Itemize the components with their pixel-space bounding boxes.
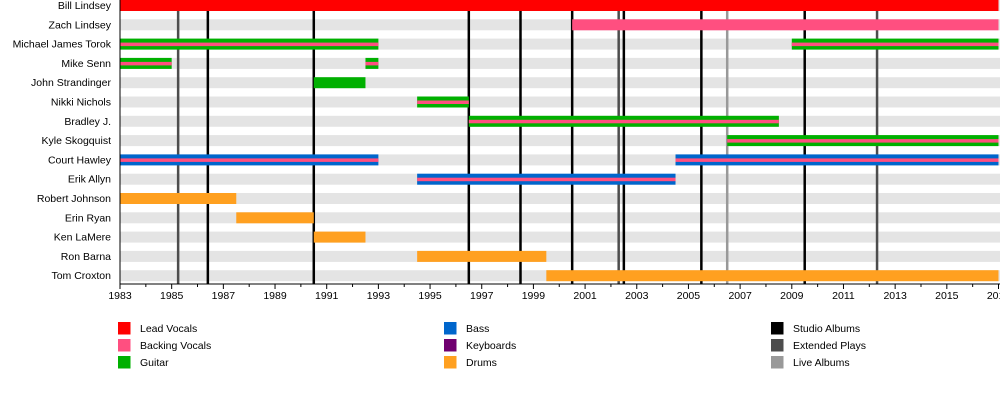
member-name: Erin Ryan: [65, 212, 111, 224]
x-tick-label: 1983: [108, 290, 132, 302]
legend-swatch-lead_vocals: [118, 322, 131, 335]
legend-label: Studio Albums: [793, 323, 860, 335]
x-tick-label: 1989: [263, 290, 287, 302]
member-bar-backing_vocals: [468, 119, 779, 124]
member-bar-backing_vocals: [675, 158, 999, 162]
member-bar-backing_vocals: [727, 139, 999, 143]
member-name: Tom Croxton: [51, 270, 111, 282]
member-bar-backing_vocals: [417, 177, 676, 182]
legend-swatch-bass: [444, 322, 457, 335]
member-name: Erik Allyn: [68, 174, 111, 186]
member-bar-guitar: [313, 77, 366, 89]
member-name: John Strandinger: [31, 77, 111, 89]
row-band: [120, 193, 1000, 204]
x-tick-label: 1985: [160, 290, 184, 302]
x-tick-label: 2003: [625, 290, 649, 302]
row-band: [120, 250, 1000, 262]
member-bar-drums: [120, 193, 237, 204]
row-band: [120, 77, 1000, 89]
legend-label: Keyboards: [466, 340, 516, 352]
member-bar-backing_vocals: [120, 61, 172, 66]
x-tick-label: 1995: [418, 290, 442, 302]
legend-label: Guitar: [140, 357, 169, 369]
x-tick-label: 1997: [470, 290, 494, 302]
legend-swatch-backing_vocals: [118, 339, 131, 352]
legend-swatch-guitar: [118, 356, 131, 369]
member-name: Robert Johnson: [37, 193, 111, 205]
x-tick-label: 1987: [212, 290, 236, 302]
member-name: Mike Senn: [61, 58, 111, 70]
legend-label: Live Albums: [793, 357, 850, 369]
member-bar-backing_vocals: [417, 100, 469, 104]
member-bar-backing_vocals: [120, 42, 379, 47]
row-band: [120, 57, 1000, 69]
legend-label: Backing Vocals: [140, 340, 211, 352]
row-band: [120, 19, 1000, 31]
member-bar-backing_vocals: [572, 19, 999, 31]
row-band: [120, 154, 1000, 166]
legend-label: Lead Vocals: [140, 323, 197, 335]
legend-label: Extended Plays: [793, 340, 866, 352]
member-name: Kyle Skogquist: [42, 135, 112, 147]
member-name: Court Hawley: [48, 154, 112, 166]
row-band: [120, 38, 1000, 50]
member-bar-backing_vocals: [120, 158, 379, 162]
x-tick-label: 2015: [935, 290, 959, 302]
member-bar-drums: [417, 250, 547, 262]
legend-swatch-live: [771, 356, 784, 369]
row-band: [120, 96, 1000, 108]
x-tick-label: 1999: [522, 290, 546, 302]
row-band: [120, 212, 1000, 224]
member-name: Ron Barna: [61, 251, 111, 263]
x-tick-label: 1991: [315, 290, 339, 302]
member-name: Ken LaMere: [54, 232, 111, 244]
row-band: [120, 135, 1000, 147]
x-tick-label: 2017: [987, 290, 1000, 302]
member-name: Nikki Nichols: [51, 97, 111, 109]
member-bar-lead_vocals: [120, 0, 999, 11]
legend-label: Drums: [466, 357, 497, 369]
member-bar-backing_vocals: [365, 61, 379, 66]
member-bar-drums: [546, 270, 999, 282]
x-tick-label: 2001: [573, 290, 597, 302]
x-tick-label: 2005: [677, 290, 701, 302]
x-tick-label: 1993: [367, 290, 391, 302]
legend-swatch-ep: [771, 339, 784, 352]
legend-swatch-drums: [444, 356, 457, 369]
x-tick-label: 2007: [728, 290, 752, 302]
x-tick-label: 2009: [780, 290, 804, 302]
legend-swatch-keyboards: [444, 339, 457, 352]
member-bar-drums: [236, 212, 314, 224]
member-name: Michael James Torok: [13, 39, 112, 51]
member-name: Bill Lindsey: [58, 0, 112, 12]
legend-label: Bass: [466, 323, 489, 335]
member-bar-drums: [313, 231, 366, 243]
member-bar-backing_vocals: [791, 42, 999, 47]
member-name: Zach Lindsey: [49, 19, 112, 31]
member-name: Bradley J.: [64, 116, 111, 128]
legend-swatch-studio: [771, 322, 784, 335]
x-tick-label: 2011: [832, 290, 855, 302]
x-tick-label: 2013: [883, 290, 907, 302]
row-band: [120, 231, 1000, 243]
